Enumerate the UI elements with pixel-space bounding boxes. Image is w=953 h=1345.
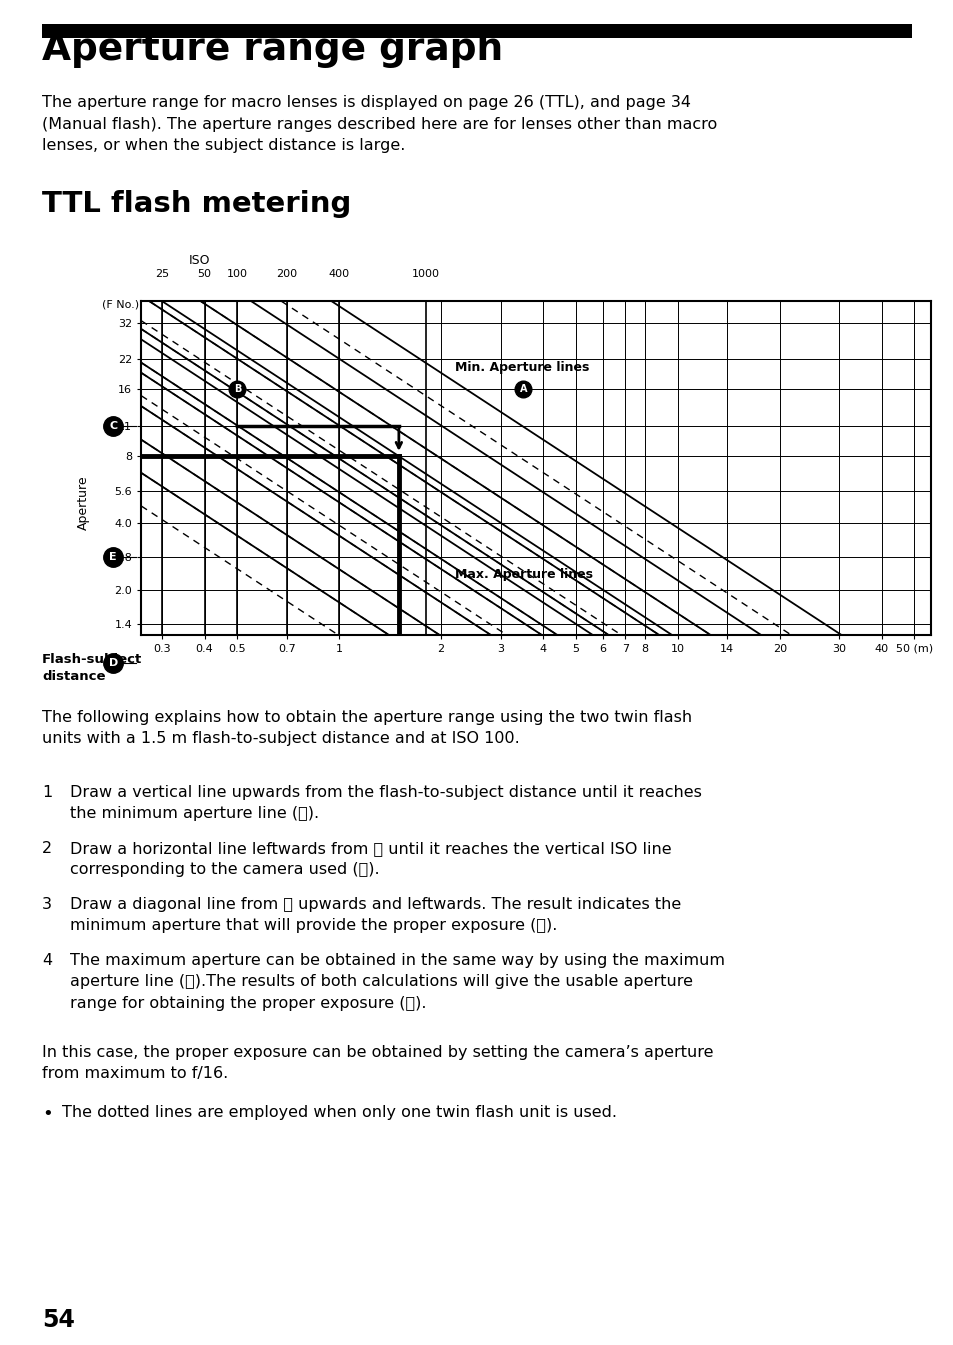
Text: Flash-subject: Flash-subject xyxy=(42,652,142,666)
Text: Aperture: Aperture xyxy=(76,476,90,530)
Text: Draw a vertical line upwards from the flash-to-subject distance until it reaches: Draw a vertical line upwards from the fl… xyxy=(70,785,701,822)
Text: A: A xyxy=(519,385,527,394)
Text: Max. Aperture lines: Max. Aperture lines xyxy=(455,568,593,581)
Text: •: • xyxy=(42,1104,52,1123)
Text: B: B xyxy=(233,385,241,394)
Text: Draw a diagonal line from Ⓑ upwards and leftwards. The result indicates the
mini: Draw a diagonal line from Ⓑ upwards and … xyxy=(70,897,680,933)
Text: (F No.): (F No.) xyxy=(102,300,139,309)
Text: 1: 1 xyxy=(42,785,52,800)
Text: The following explains how to obtain the aperture range using the two twin flash: The following explains how to obtain the… xyxy=(42,710,691,746)
Text: 2: 2 xyxy=(42,841,52,855)
Text: Draw a horizontal line leftwards from Ⓐ until it reaches the vertical ISO line
c: Draw a horizontal line leftwards from Ⓐ … xyxy=(70,841,671,877)
Text: 25: 25 xyxy=(155,269,169,280)
Text: E: E xyxy=(110,553,117,562)
Text: 200: 200 xyxy=(276,269,297,280)
Text: 400: 400 xyxy=(329,269,350,280)
Text: 4: 4 xyxy=(42,952,52,968)
Text: 100: 100 xyxy=(227,269,248,280)
Text: C: C xyxy=(109,421,117,430)
Text: distance: distance xyxy=(42,670,106,683)
Text: Min. Aperture lines: Min. Aperture lines xyxy=(455,362,589,374)
Text: Aperture range graph: Aperture range graph xyxy=(42,32,502,69)
Text: 3: 3 xyxy=(42,897,52,912)
Text: D: D xyxy=(109,658,117,668)
Text: 54: 54 xyxy=(42,1307,74,1332)
Text: The aperture range for macro lenses is displayed on page 26 (TTL), and page 34
(: The aperture range for macro lenses is d… xyxy=(42,95,717,153)
Text: The maximum aperture can be obtained in the same way by using the maximum
apertu: The maximum aperture can be obtained in … xyxy=(70,952,724,1011)
Text: TTL flash metering: TTL flash metering xyxy=(42,190,351,218)
Text: The dotted lines are employed when only one twin flash unit is used.: The dotted lines are employed when only … xyxy=(62,1104,617,1120)
Text: 50: 50 xyxy=(197,269,212,280)
Text: 1000: 1000 xyxy=(412,269,439,280)
Text: ISO: ISO xyxy=(189,254,211,268)
Text: In this case, the proper exposure can be obtained by setting the camera’s apertu: In this case, the proper exposure can be… xyxy=(42,1045,713,1081)
